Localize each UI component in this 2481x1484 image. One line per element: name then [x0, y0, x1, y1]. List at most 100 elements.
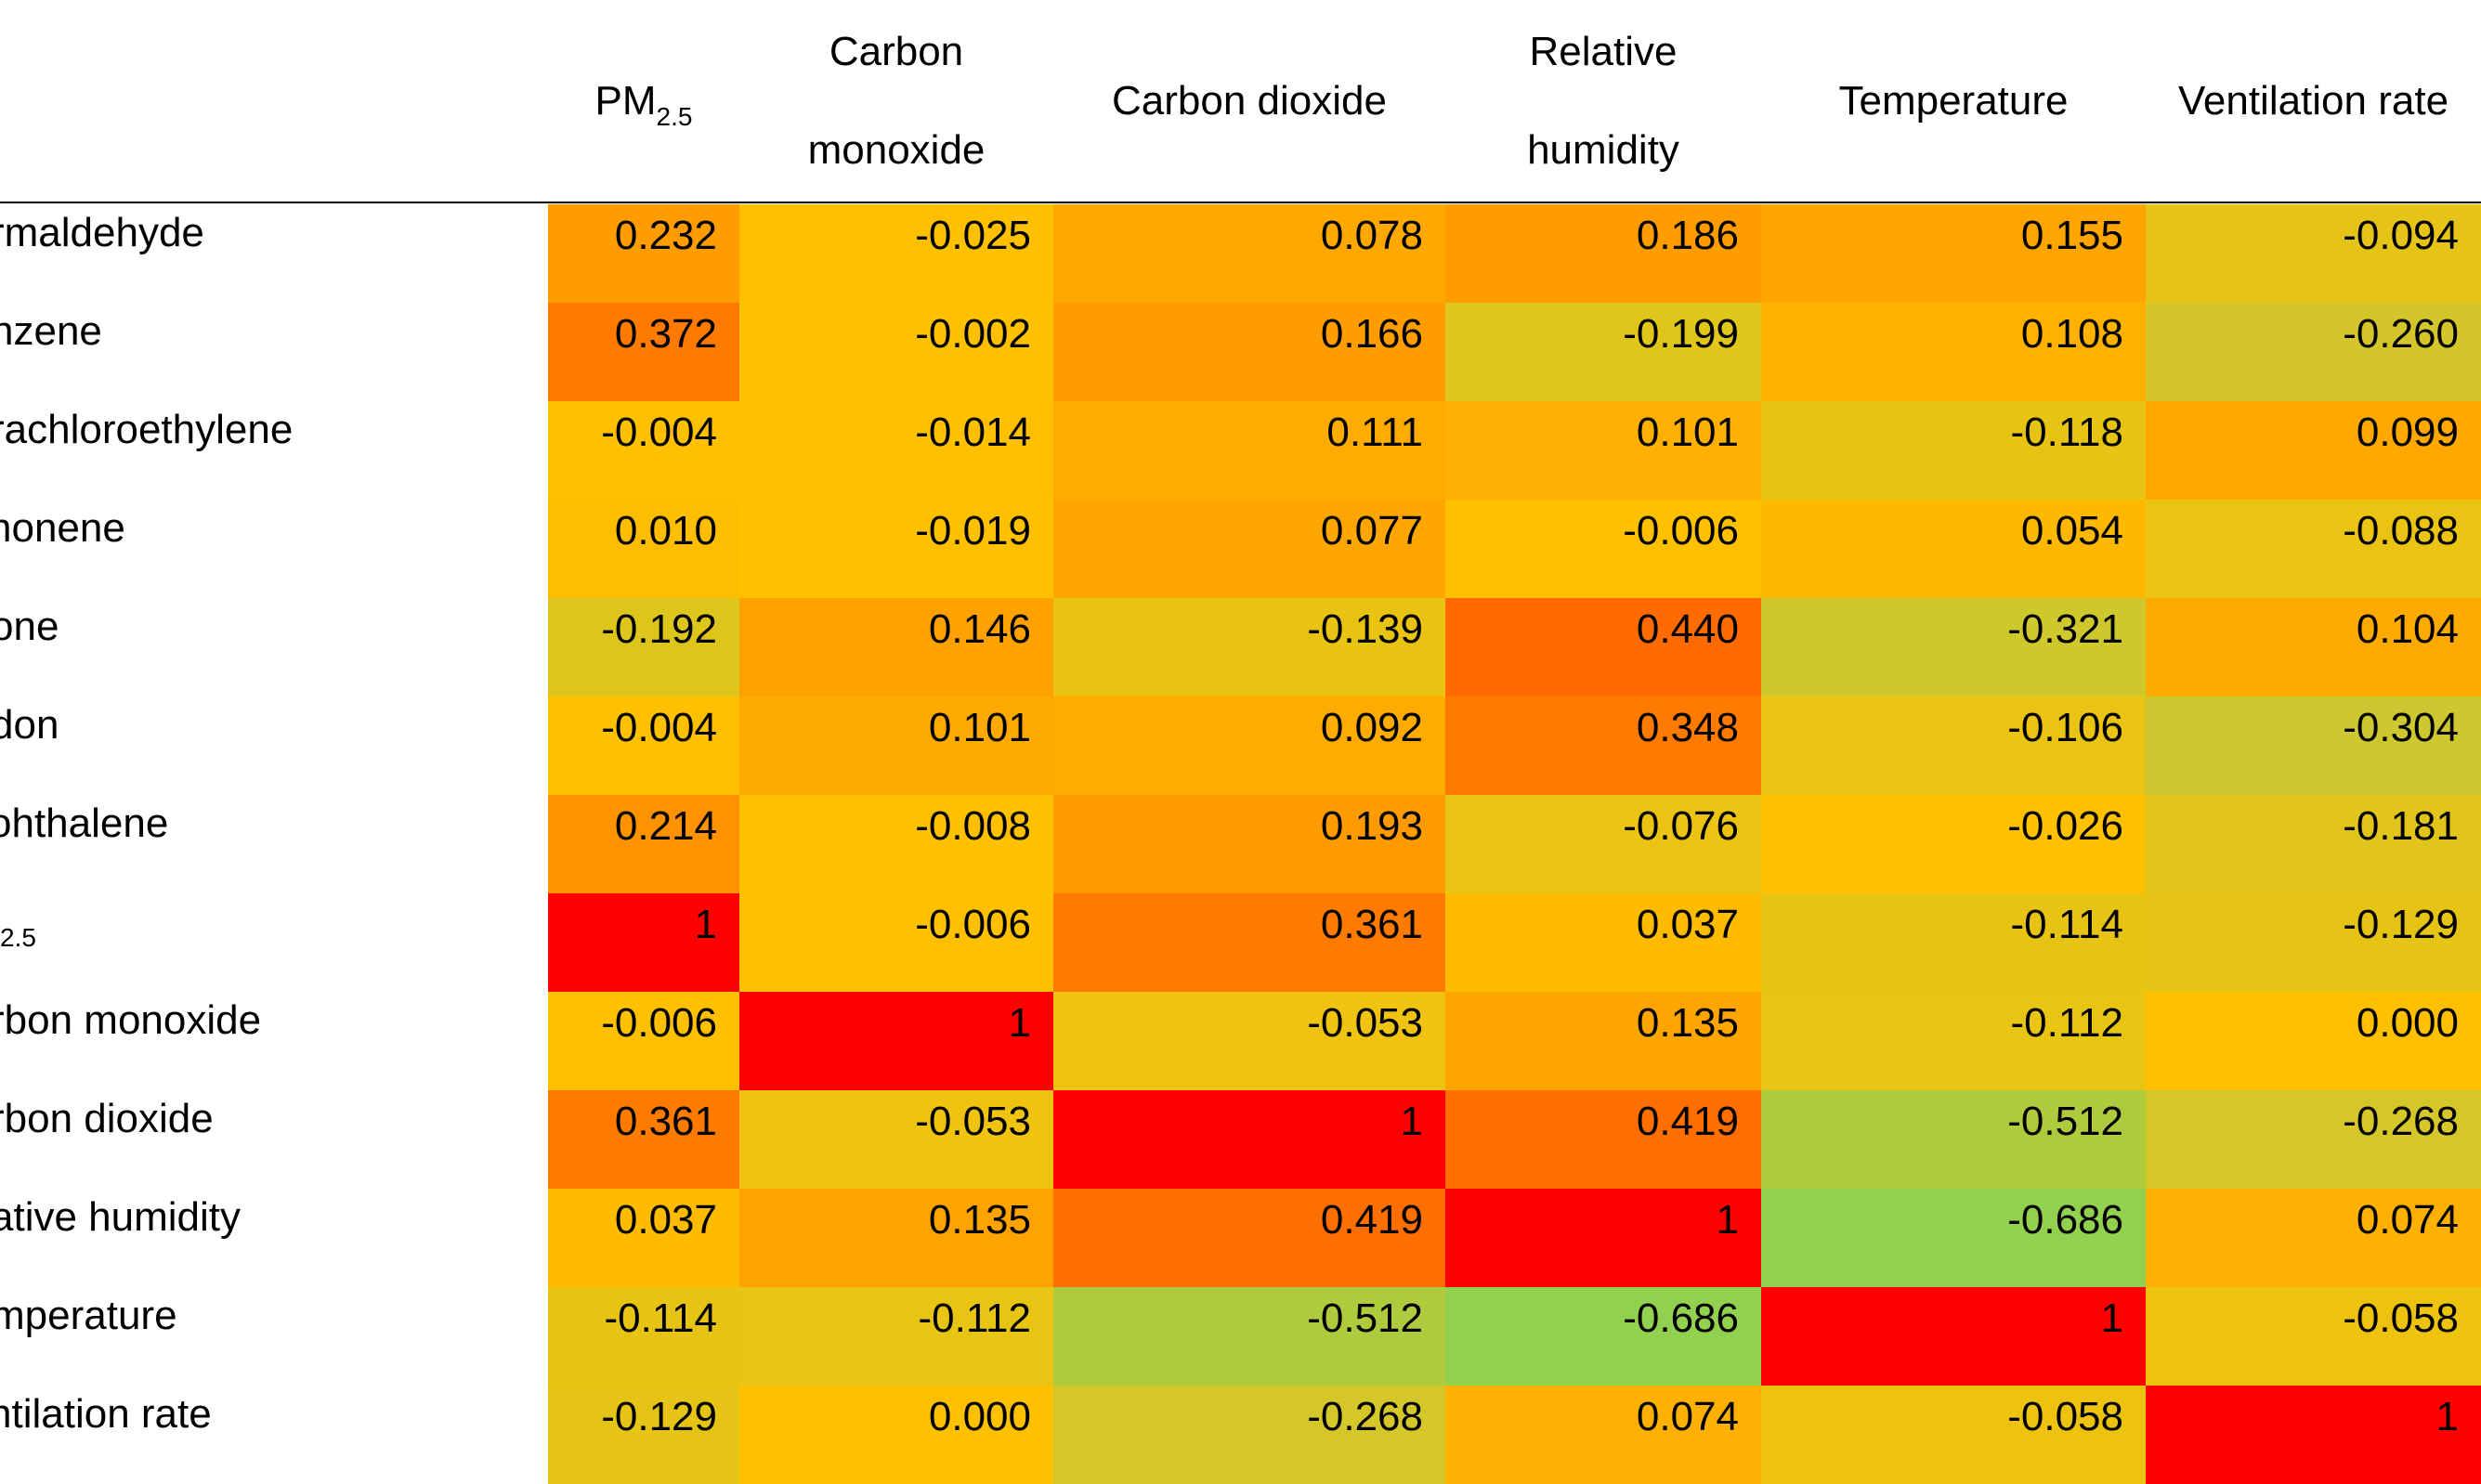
- row-label: 2.5: [0, 893, 548, 992]
- table-cell: 0.099: [2146, 401, 2481, 500]
- row-label-text: ohthalene: [0, 801, 169, 846]
- table-cell: -0.129: [2146, 893, 2481, 992]
- table-cell: -0.181: [2146, 795, 2481, 893]
- table-cell: 0.111: [1053, 401, 1445, 500]
- table-cell: -0.114: [1761, 893, 2146, 992]
- row-label-text: don: [0, 702, 59, 748]
- table-cell: 0.166: [1053, 303, 1445, 401]
- table-cell: -0.053: [739, 1090, 1053, 1189]
- table-cell: 0.361: [1053, 893, 1445, 992]
- row-label: nonene: [0, 500, 548, 598]
- table-cell: -0.686: [1445, 1287, 1761, 1386]
- table-cell: -0.019: [739, 500, 1053, 598]
- table-cell: -0.512: [1761, 1090, 2146, 1189]
- table-cell: -0.025: [739, 204, 1053, 303]
- table-cell: -0.118: [1761, 401, 2146, 500]
- column-header-relative-humidity: Relative humidity: [1527, 29, 1679, 173]
- table-cell: 0.074: [2146, 1189, 2481, 1287]
- table-cell: -0.321: [1761, 598, 2146, 696]
- table-cell: 0.078: [1053, 204, 1445, 303]
- table-cell: 1: [1445, 1189, 1761, 1287]
- table-cell: 0.419: [1445, 1090, 1761, 1189]
- row-label-text: rmaldehyde: [0, 210, 204, 255]
- table-cell: 0.037: [548, 1189, 739, 1287]
- table-cell: 0.440: [1445, 598, 1761, 696]
- table-cell: 0.037: [1445, 893, 1761, 992]
- table-cell: -0.094: [2146, 204, 2481, 303]
- table-cell: 0.372: [548, 303, 739, 401]
- row-label-text: 2.5: [0, 899, 36, 951]
- column-header-temperature: Temperature: [1838, 78, 2069, 124]
- table-cell: -0.192: [548, 598, 739, 696]
- table-cell: -0.006: [548, 992, 739, 1090]
- row-label: mperature: [0, 1287, 548, 1386]
- table-cell: -0.112: [739, 1287, 1053, 1386]
- table-cell: -0.139: [1053, 598, 1445, 696]
- table-cell: 0.214: [548, 795, 739, 893]
- table-cell: -0.114: [548, 1287, 739, 1386]
- table-cell: 1: [548, 893, 739, 992]
- table-cell: -0.006: [1445, 500, 1761, 598]
- table-cell: -0.076: [1445, 795, 1761, 893]
- table-cell: -0.304: [2146, 696, 2481, 795]
- table-cell: -0.106: [1761, 696, 2146, 795]
- row-label-text: rachloroethylene: [0, 407, 294, 452]
- table-cell: -0.088: [2146, 500, 2481, 598]
- table-cell: 0.135: [1445, 992, 1761, 1090]
- table-cell: 1: [739, 992, 1053, 1090]
- row-label: ohthalene: [0, 795, 548, 893]
- row-label-text: one: [0, 604, 59, 649]
- row-label: rbon dioxide: [0, 1090, 548, 1189]
- row-label: don: [0, 696, 548, 795]
- row-label-text: ative humidity: [0, 1194, 242, 1240]
- table-cell: 0.361: [548, 1090, 739, 1189]
- table-cell: 0.054: [1761, 500, 2146, 598]
- table-cell: -0.058: [1761, 1386, 2146, 1484]
- row-label: ative humidity: [0, 1189, 548, 1287]
- table-cell: 0.104: [2146, 598, 2481, 696]
- row-label-text: mperature: [0, 1293, 177, 1338]
- table-cell: -0.686: [1761, 1189, 2146, 1287]
- table-cell: 0.101: [1445, 401, 1761, 500]
- table-cell: 0.348: [1445, 696, 1761, 795]
- table-cell: -0.058: [2146, 1287, 2481, 1386]
- header-divider: [0, 202, 2481, 203]
- table-cell: 0.135: [739, 1189, 1053, 1287]
- column-header-pm25: PM2.5: [594, 78, 693, 131]
- table-cell: -0.026: [1761, 795, 2146, 893]
- row-label: rachloroethylene: [0, 401, 548, 500]
- table-cell: 0.108: [1761, 303, 2146, 401]
- table-cell: -0.112: [1761, 992, 2146, 1090]
- row-label: nzene: [0, 303, 548, 401]
- table-cell: 0.074: [1445, 1386, 1761, 1484]
- row-label-text: rbon monoxide: [0, 997, 262, 1043]
- table-cell: 0.155: [1761, 204, 2146, 303]
- column-header-ventilation-rate: Ventilation rate: [2177, 78, 2449, 124]
- table-cell: -0.053: [1053, 992, 1445, 1090]
- table-cell: -0.199: [1445, 303, 1761, 401]
- row-label: rmaldehyde: [0, 204, 548, 303]
- row-label: ntilation rate: [0, 1386, 548, 1484]
- table-cell: -0.260: [2146, 303, 2481, 401]
- column-header-carbon-monoxide: Carbon monoxide: [807, 29, 986, 173]
- table-cell: 0.146: [739, 598, 1053, 696]
- row-label: one: [0, 598, 548, 696]
- table-cell: -0.512: [1053, 1287, 1445, 1386]
- table-cell: -0.129: [548, 1386, 739, 1484]
- row-label-text: rbon dioxide: [0, 1096, 214, 1141]
- table-cell: -0.268: [2146, 1090, 2481, 1189]
- row-label-text: nzene: [0, 308, 102, 354]
- table-cell: -0.004: [548, 696, 739, 795]
- table-cell: -0.002: [739, 303, 1053, 401]
- table-cell: -0.004: [548, 401, 739, 500]
- row-label-text: nonene: [0, 505, 125, 551]
- table-cell: -0.006: [739, 893, 1053, 992]
- table-cell: 0.419: [1053, 1189, 1445, 1287]
- table-cell: 0.186: [1445, 204, 1761, 303]
- table-cell: 1: [2146, 1386, 2481, 1484]
- table-cell: 0.010: [548, 500, 739, 598]
- table-cell: 0.000: [2146, 992, 2481, 1090]
- table-cell: 0.101: [739, 696, 1053, 795]
- table-cell: -0.014: [739, 401, 1053, 500]
